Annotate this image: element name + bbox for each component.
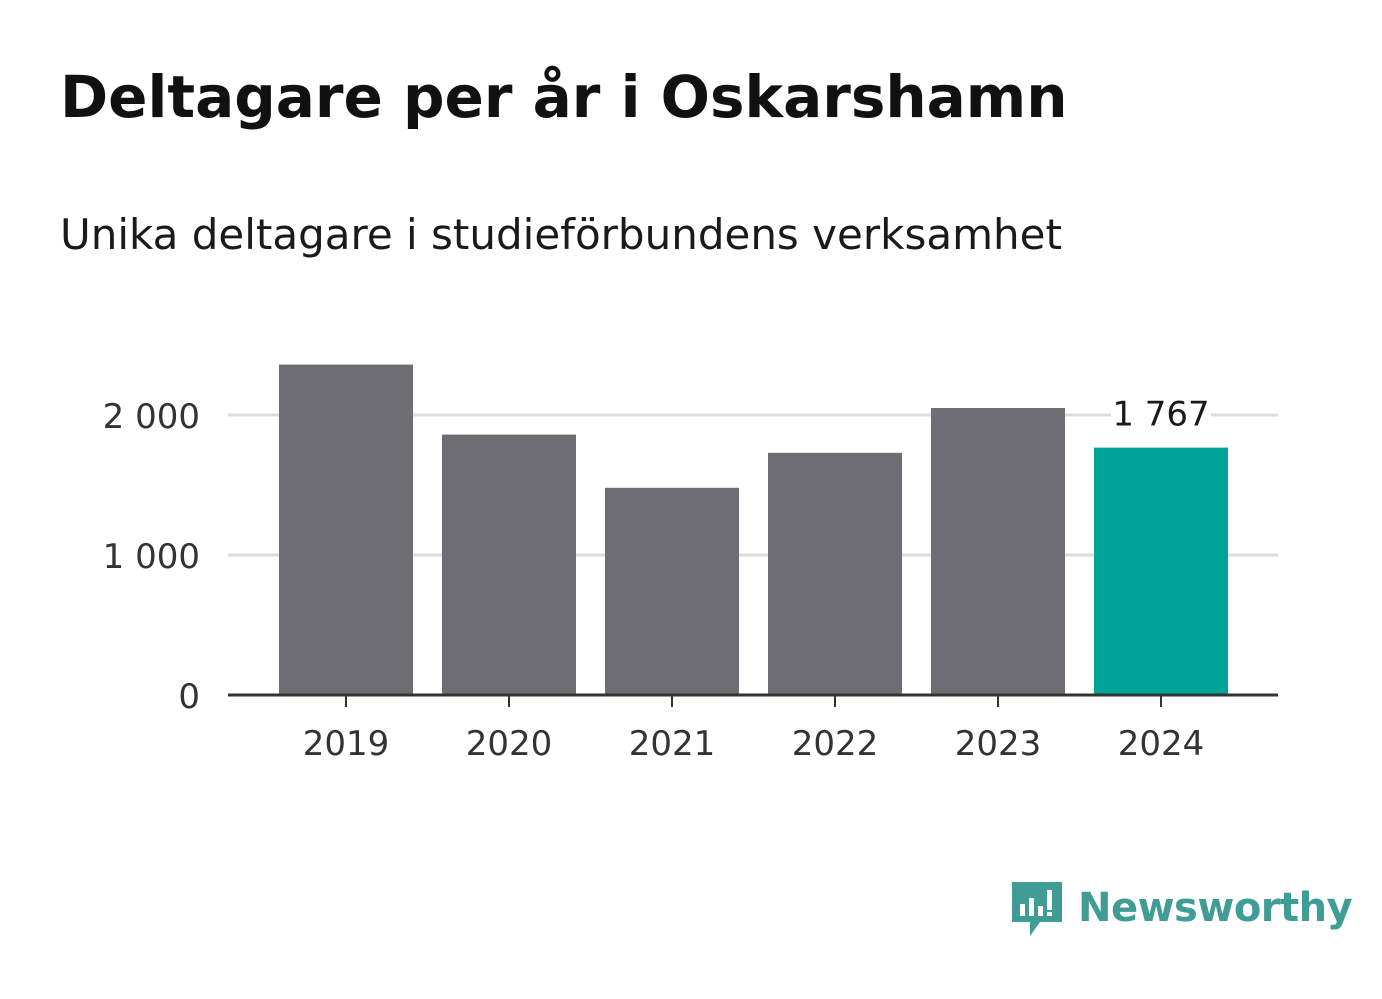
bar bbox=[1094, 447, 1228, 695]
y-tick-label: 1 000 bbox=[103, 537, 200, 577]
x-tick-label: 2023 bbox=[955, 724, 1042, 764]
bar bbox=[442, 434, 576, 695]
bar bbox=[279, 364, 413, 695]
bar bbox=[605, 487, 739, 695]
x-tick-label: 2020 bbox=[466, 724, 553, 764]
y-tick-label: 0 bbox=[178, 677, 200, 717]
bar bbox=[768, 452, 902, 695]
x-tick-label: 2022 bbox=[792, 724, 879, 764]
data-label: 1 767 bbox=[1112, 395, 1209, 435]
x-tick-label: 2024 bbox=[1118, 724, 1205, 764]
y-tick-label: 2 000 bbox=[103, 397, 200, 437]
x-tick-label: 2021 bbox=[629, 724, 716, 764]
data-label-background bbox=[1111, 395, 1211, 436]
chart-subtitle: Unika deltagare i studieförbundens verks… bbox=[60, 210, 1062, 259]
x-tick-label: 2019 bbox=[303, 724, 390, 764]
brand-logo: Newsworthy bbox=[1010, 878, 1353, 938]
newsworthy-logo-icon bbox=[1012, 882, 1062, 936]
bar bbox=[931, 408, 1065, 695]
brand-name: Newsworthy bbox=[1078, 885, 1353, 931]
chart-title: Deltagare per år i Oskarshamn bbox=[60, 63, 1068, 131]
